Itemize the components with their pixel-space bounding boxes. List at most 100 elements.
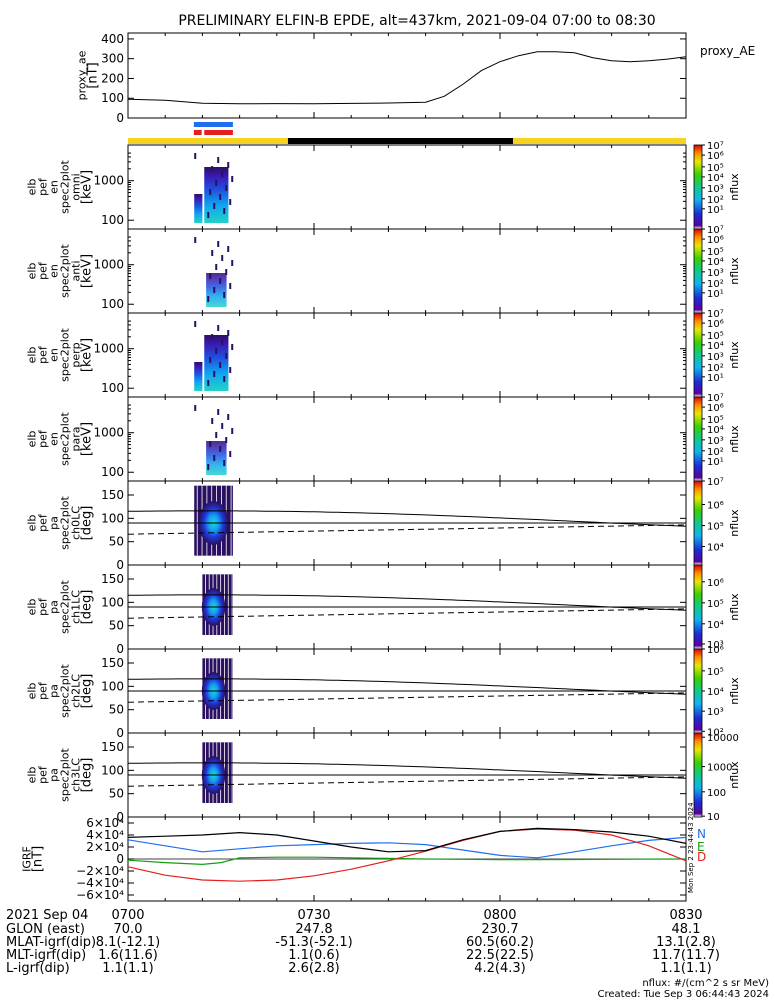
annotation-value: 48.1	[672, 922, 701, 937]
spec-panel-0-ylabel-line: spec2plot	[59, 160, 72, 214]
colorbar-tick-label: 10⁴	[707, 543, 724, 554]
spectrogram-block	[194, 194, 203, 223]
spectrogram-speck	[207, 380, 210, 386]
colorbar-tick-label: 10⁶	[707, 319, 724, 330]
spectrogram-speck	[209, 189, 212, 195]
spec-panel-6-ylabel-line: [deg]	[80, 674, 95, 709]
annotation-value: 13.1(2.8)	[656, 935, 716, 950]
colorbar-tick-label: 10⁷	[707, 225, 724, 236]
spec-panel-5-ylabel-line: spec2plot	[59, 580, 72, 634]
igrf-line-e	[127, 856, 687, 866]
spec-ytick-label: 100	[101, 381, 124, 395]
colorbar-tick-label: 10¹	[707, 373, 724, 384]
spec-ytick-label: 150	[101, 572, 124, 586]
colorbar-title: nflux	[728, 425, 741, 453]
annotation-value: 0830	[669, 908, 702, 923]
spec-ytick-label: 1000	[93, 258, 124, 272]
figure-title: PRELIMINARY ELFIN-B EPDE, alt=437km, 202…	[178, 13, 655, 29]
spectrogram-speck	[213, 287, 216, 293]
spectrogram-speck	[215, 432, 218, 438]
spectrogram-block	[206, 273, 227, 307]
spec-panel-1-ylabel-line: spec2plot	[59, 244, 72, 298]
spec-ytick-label: 1000	[93, 426, 124, 440]
spec-panel-7-ylabel-line: elb	[26, 767, 39, 784]
loss-cone-lower-line	[127, 524, 687, 535]
spec-panel-2-ylabel-line: spec2plot	[59, 328, 72, 382]
spec-panel-7-ylabel-line: spec2plot	[59, 748, 72, 802]
spectrogram-speck	[215, 180, 218, 186]
spec-ytick-label: 100	[101, 679, 124, 693]
colorbar-tick-label: 10²	[707, 363, 724, 374]
colorbar-tick-label: 10⁵	[707, 415, 724, 426]
igrf-legend-e: E	[697, 840, 705, 854]
colorbar-4	[693, 480, 703, 566]
colorbar-6	[693, 648, 703, 734]
colorbar-tick-label: 10⁶	[707, 235, 724, 246]
spectrogram-block	[194, 362, 203, 391]
spec-ytick-label: 0	[116, 726, 124, 740]
spec-ytick-label: 0	[116, 810, 124, 824]
colorbar-2	[693, 312, 703, 398]
spectrogram-speck	[217, 157, 220, 163]
spec-panel-2-ylabel-line: [keV]	[80, 338, 95, 372]
spec-panel-4-ylabel-line: ch0LC	[70, 506, 83, 540]
spec-ytick-label: 50	[109, 787, 124, 801]
colorbar-tick-label: 10⁴	[707, 341, 724, 352]
colorbar-tick-label: 10⁶	[707, 501, 724, 512]
spectrogram-speck	[231, 176, 234, 182]
igrf-legend-d: D	[697, 850, 706, 864]
igrf-ytick-label: 0	[116, 852, 124, 866]
annotation-label: MLAT-igrf(dip)	[6, 935, 96, 950]
spec-panel-7-ylabel-line: pef	[37, 765, 50, 784]
colorbar-tick-label: 10³	[707, 707, 724, 718]
colorbar-title: nflux	[728, 593, 741, 621]
spectrogram-speck	[194, 405, 197, 411]
colorbar-title: nflux	[728, 761, 741, 789]
annotation-value: -51.3(-52.1)	[275, 935, 352, 950]
colorbar-tick-label: 10³	[707, 436, 724, 447]
colorbar-tick-label: 10⁴	[707, 257, 724, 268]
annotation-value: 0700	[111, 908, 144, 923]
annotation-value: 1.1(1.1)	[660, 961, 712, 976]
segment-bar-red	[204, 130, 233, 135]
spec-panel-0-ylabel-line: omni	[70, 173, 83, 200]
colorbar-tick-label: 10	[707, 812, 720, 823]
colorbar-tick-label: 10⁶	[707, 645, 724, 656]
colorbar-tick-label: 10⁷	[707, 309, 724, 320]
spec-ytick-label: 50	[109, 619, 124, 633]
colorbar-tick-label: 10⁷	[707, 141, 724, 152]
segment-bar-yellow	[128, 138, 288, 144]
igrf-ytick-label: 2×10⁴	[86, 840, 124, 854]
spectrogram-speck	[209, 273, 212, 279]
proxy-ae-ytick-label: 400	[101, 32, 124, 46]
spectrogram-speck	[231, 344, 234, 350]
proxy-ae-ytick-label: 100	[101, 91, 124, 105]
colorbar-tick-label: 10⁵	[707, 667, 724, 678]
spectrogram-speck	[229, 367, 232, 373]
spec-panel-5-ylabel-line: ch1LC	[70, 590, 83, 624]
created-footnote: Created: Tue Sep 3 06:44:43 2024	[598, 989, 770, 1000]
spectrogram-speck	[221, 171, 224, 177]
colorbar-tick-label: 10³	[707, 184, 724, 195]
spec-panel-0-ylabel-line: [keV]	[80, 170, 95, 204]
colorbar-3	[693, 396, 703, 482]
spectrogram-speck	[231, 428, 234, 434]
spectrogram-speck	[194, 153, 197, 159]
spectrogram-speck	[223, 460, 226, 466]
spec-ytick-label: 150	[101, 656, 124, 670]
proxy-ae-frame	[127, 32, 687, 119]
spec-panel-3-ylabel-line: pef	[37, 429, 50, 448]
colorbar-tick-label: 10⁷	[707, 393, 724, 404]
igrf-ytick-label: −4×10⁴	[76, 876, 124, 890]
colorbar-tick-label: 10¹	[707, 205, 724, 216]
spec-panel-6-ylabel-line: pa	[48, 684, 61, 698]
igrf-ytick-label: −6×10⁴	[76, 888, 124, 902]
colorbar-tick-label: 10³	[707, 268, 724, 279]
spectrogram-block	[206, 441, 227, 475]
annotation-value: 1.1(0.6)	[288, 948, 340, 963]
spec-ytick-label: 100	[101, 511, 124, 525]
annotation-label: L-igrf(dip)	[6, 961, 70, 976]
igrf-line-total	[127, 827, 687, 853]
spec-panel-7-ylabel-line: pa	[48, 768, 61, 782]
